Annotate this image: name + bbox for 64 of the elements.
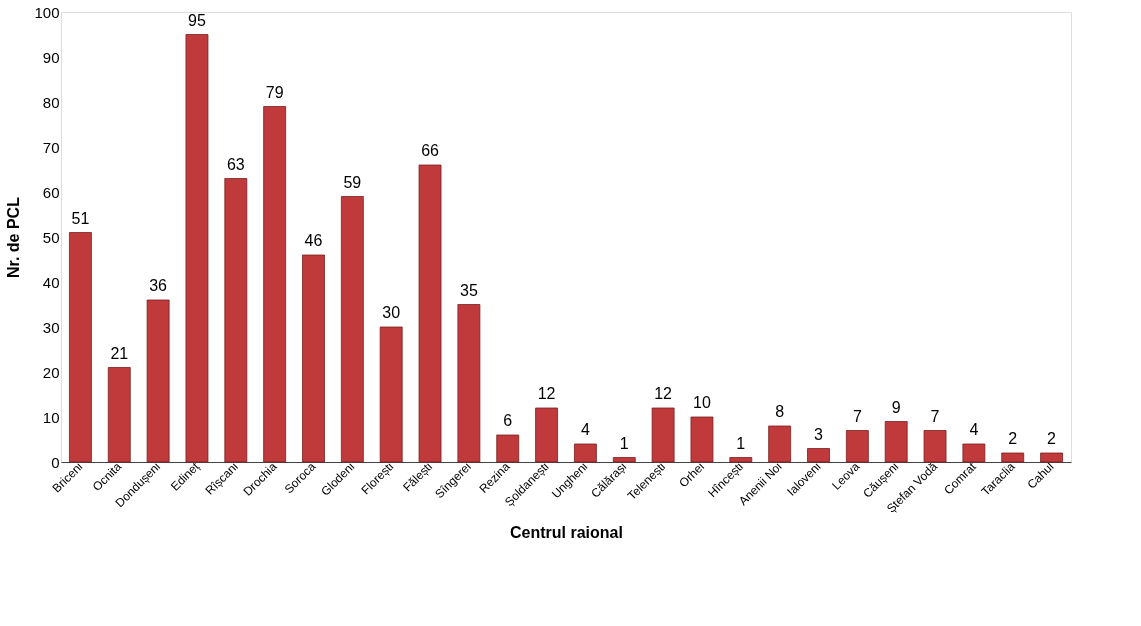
bar xyxy=(535,407,558,463)
bar xyxy=(845,430,869,463)
data-label: 59 xyxy=(343,173,362,191)
bar xyxy=(1040,452,1063,463)
y-tick-label: 70 xyxy=(42,138,60,156)
bar xyxy=(1001,452,1025,463)
x-axis-title: Centrul raional xyxy=(510,523,623,541)
bar xyxy=(496,434,520,463)
data-label: 21 xyxy=(110,344,129,362)
data-label: 46 xyxy=(304,232,323,249)
data-label: 30 xyxy=(382,304,401,321)
data-label: 35 xyxy=(459,281,478,299)
bar xyxy=(263,106,287,463)
data-label: 7 xyxy=(852,407,862,425)
y-tick-label: 100 xyxy=(34,3,60,21)
data-label: 79 xyxy=(265,83,284,101)
bar xyxy=(923,430,947,463)
data-label: 8 xyxy=(775,403,785,420)
data-label: 2 xyxy=(1047,430,1057,447)
bar xyxy=(574,443,597,463)
bar xyxy=(69,232,92,463)
bar xyxy=(690,416,714,463)
y-tick-label: 40 xyxy=(42,273,60,291)
data-label: 1 xyxy=(619,434,629,452)
data-label: 4 xyxy=(969,421,979,438)
data-label: 66 xyxy=(421,142,440,159)
y-tick-label: 60 xyxy=(42,183,60,201)
y-tick-label: 20 xyxy=(42,363,60,381)
bar xyxy=(651,407,675,463)
bar xyxy=(224,178,248,463)
data-label: 95 xyxy=(188,11,206,29)
data-label: 6 xyxy=(503,412,513,429)
bar xyxy=(340,196,364,463)
data-label: 2 xyxy=(1008,430,1018,447)
bar xyxy=(107,367,131,463)
data-label: 3 xyxy=(814,425,824,443)
data-label: 12 xyxy=(537,385,556,402)
data-label: 7 xyxy=(930,407,940,425)
bar xyxy=(418,164,442,463)
y-axis-title: Nr. de PCL xyxy=(5,196,23,278)
bar xyxy=(185,34,209,463)
y-tick-label: 90 xyxy=(42,48,60,66)
data-label: 36 xyxy=(149,277,168,294)
bar xyxy=(807,448,830,463)
bar xyxy=(884,421,908,463)
bar xyxy=(962,443,986,463)
data-label: 10 xyxy=(693,394,711,411)
data-label: 12 xyxy=(654,385,673,402)
data-label: 63 xyxy=(226,155,245,173)
bar xyxy=(146,299,170,463)
data-label: 1 xyxy=(736,434,746,452)
y-tick-label: 50 xyxy=(42,228,60,246)
bar xyxy=(379,326,403,463)
bar xyxy=(302,254,325,463)
bar xyxy=(729,457,753,463)
bar xyxy=(768,425,792,463)
data-label: 4 xyxy=(580,421,590,438)
bar xyxy=(612,457,636,463)
data-label: 9 xyxy=(891,398,901,416)
y-tick-label: 10 xyxy=(42,408,60,426)
y-tick-label: 30 xyxy=(42,318,60,336)
y-tick-label: 80 xyxy=(42,93,60,111)
data-label: 51 xyxy=(71,209,90,227)
bar xyxy=(457,304,481,463)
